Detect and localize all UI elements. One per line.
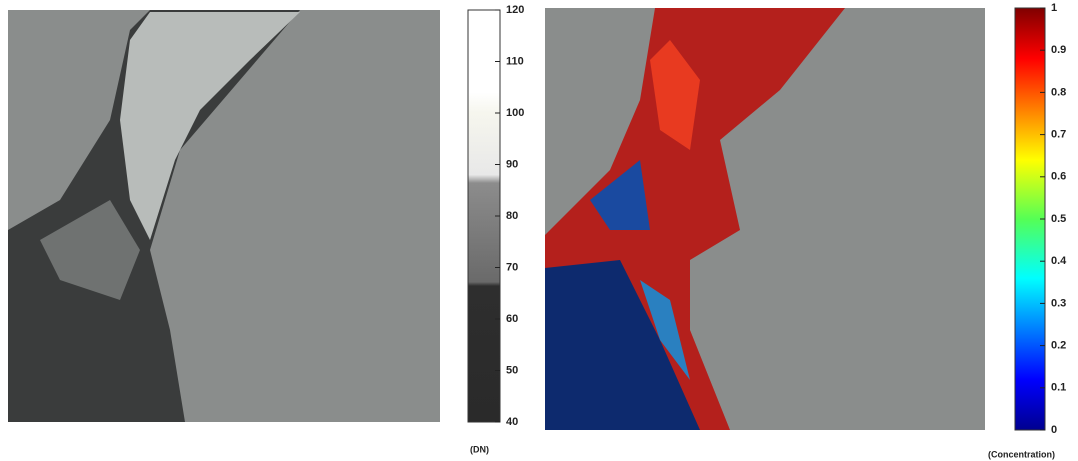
colorbar-tick-label: 50 [506,364,518,376]
colorbar-tick-label: 110 [506,55,524,67]
colorbar-label: (DN) [470,444,489,454]
colorbar-tick-label: 100 [506,107,524,119]
left-image [8,10,440,422]
colorbar-tick-label: 80 [506,210,518,222]
colorbar-tick-label: 0.4 [1051,255,1067,267]
colorbar-tick-label: 0 [1051,424,1057,436]
colorbar [467,9,501,423]
colorbar-tick-label: 0.1 [1051,382,1066,394]
colorbar-tick-label: 1 [1051,2,1057,14]
colorbar-tick-label: 40 [506,416,518,428]
colorbar-label: (Concentration) [988,449,1055,459]
colorbar-tick-label: 60 [506,313,518,325]
colorbar-tick-label: 0.3 [1051,297,1066,309]
colorbar-tick-label: 90 [506,158,518,170]
colorbar-tick-label: 0.9 [1051,44,1066,56]
right-image [545,8,985,430]
colorbar-tick-label: 0.6 [1051,171,1066,183]
colorbar-tick-label: 120 [506,4,524,16]
colorbar-tick-label: 0.2 [1051,340,1066,352]
colorbar-tick-label: 0.7 [1051,129,1066,141]
colorbar-tick-label: 0.8 [1051,86,1066,98]
colorbar-tick-label: 0.5 [1051,213,1066,225]
colorbar-tick-label: 70 [506,261,518,273]
